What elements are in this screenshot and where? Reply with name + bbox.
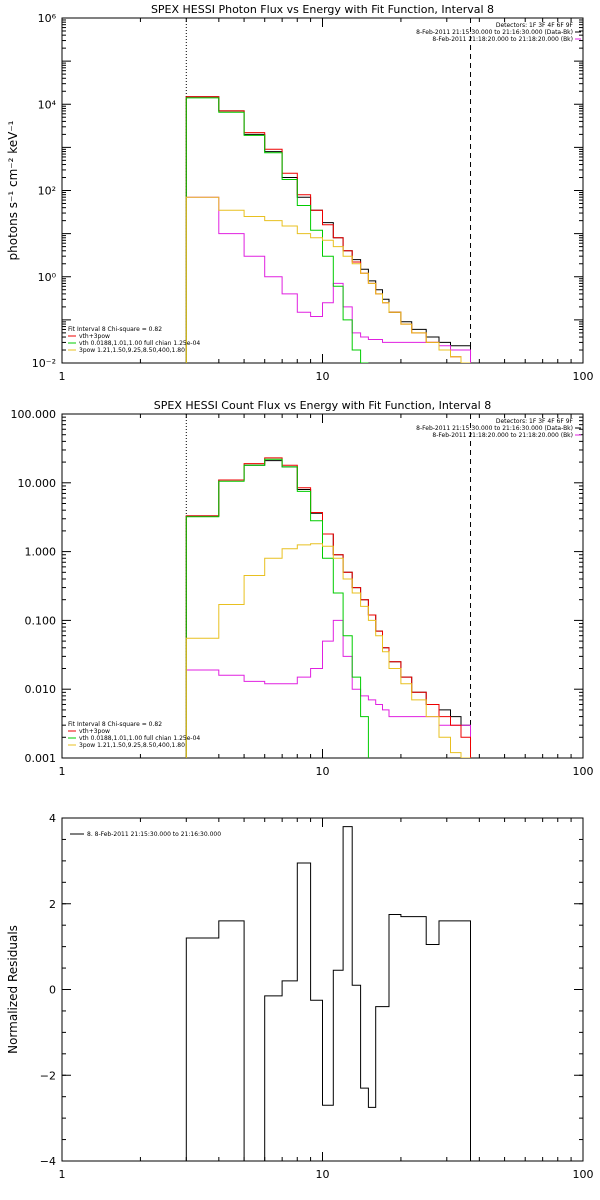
x-tick-label: 100 (573, 1168, 594, 1181)
x-tick-label: 1 (59, 1168, 66, 1181)
legend-top-text: 8-Feb-2011 21:15:30.000 to 21:16:30.000 … (416, 29, 573, 36)
y-tick-label: 10² (38, 185, 56, 198)
y-axis-label: photons s⁻¹ cm⁻² keV⁻¹ (6, 120, 20, 260)
series-residuals-line (185, 826, 471, 1161)
series-bk-line (185, 196, 471, 363)
y-tick-label: 10⁴ (38, 98, 57, 111)
x-tick-label: 100 (573, 370, 594, 383)
series-data-bk-line (185, 96, 471, 363)
residuals-panel: 1 10 100 −4 −2 0 2 4 Normalized Residuals 8. 8-Fe… (6, 812, 594, 1181)
count-flux-panel: SPEX HESSI Count Flux vs Energy with Fit… (11, 399, 594, 778)
y-tick-label: −4 (40, 1155, 56, 1168)
legend-bottom-text: Fit Interval 8 Chi-square = 0.82 (68, 721, 162, 728)
series-3pow-line (185, 543, 471, 758)
chart-title: SPEX HESSI Count Flux vs Energy with Fit… (154, 399, 491, 412)
legend-bottom-text: vth 0.0188,1.01,1.00 full chian 1.25e-04 (79, 735, 200, 742)
legend-top-text: 8. 8-Feb-2011 21:15:30.000 to 21:16:30.0… (87, 831, 221, 838)
legend-top-text: Detectors: 1F 3F 4F 6F 9F (496, 22, 574, 29)
chart-title: SPEX HESSI Photon Flux vs Energy with Fi… (151, 3, 494, 16)
series-vth-3pow-line (185, 96, 471, 363)
y-tick-label: 4 (49, 812, 56, 825)
plot-frame (61, 413, 584, 759)
legend-bottom-text: 3pow 1.21,1.50,9.25,8.50,400,1.80 (79, 742, 185, 749)
series-3pow-line (185, 196, 471, 363)
legend-top-text: 8-Feb-2011 21:18:20.000 to 21:18:20.000 … (432, 36, 573, 43)
legend-bottom-text: 3pow 1.21,1.50,9.25,8.50,400,1.80 (79, 347, 185, 354)
y-tick-label: −2 (40, 1069, 56, 1082)
y-tick-label: 0.010 (25, 683, 57, 696)
series-bk-line (185, 619, 471, 758)
series-vth-line (185, 458, 369, 758)
series-vth-line (185, 97, 369, 363)
y-tick-label: 0 (49, 984, 56, 997)
x-tick-label: 10 (316, 1168, 330, 1181)
series-data-bk-line (185, 460, 471, 758)
x-tick-label: 100 (573, 765, 594, 778)
photon-flux-panel: SPEX HESSI Photon Flux vs Energy with Fi… (6, 3, 594, 383)
legend-bottom-text: vth 0.0188,1.01,1.00 full chian 1.25e-04 (79, 340, 200, 347)
y-tick-label: 10⁰ (38, 271, 57, 284)
y-tick-label: 100.000 (11, 408, 57, 421)
legend-bottom-text: vth+3pow (79, 333, 110, 340)
x-tick-label: 10 (316, 370, 330, 383)
legend-top-text: 8-Feb-2011 21:18:20.000 to 21:18:20.000 … (432, 432, 573, 439)
y-tick-label: 0.100 (25, 614, 57, 627)
legend-top-text: Detectors: 1F 3F 4F 6F 9F (496, 418, 574, 425)
plot-frame (61, 817, 584, 1162)
legend-bottom-text: vth+3pow (79, 728, 110, 735)
series-vth-3pow-line (185, 457, 471, 758)
x-tick-label: 1 (59, 765, 66, 778)
x-tick-label: 1 (59, 370, 66, 383)
legend-top-text: 8-Feb-2011 21:15:30.000 to 21:16:30.000 … (416, 425, 573, 432)
y-tick-label: 10.000 (18, 477, 57, 490)
x-tick-label: 10 (316, 765, 330, 778)
y-tick-label: 0.001 (25, 752, 57, 765)
y-tick-label: 2 (49, 898, 56, 911)
y-tick-label: 10⁻² (32, 357, 56, 370)
legend-bottom-text: Fit Interval 8 Chi-square = 0.82 (68, 326, 162, 333)
y-tick-label: 10⁶ (38, 12, 57, 25)
y-tick-label: 1.000 (25, 546, 57, 559)
y-axis-label: Normalized Residuals (6, 925, 20, 1054)
